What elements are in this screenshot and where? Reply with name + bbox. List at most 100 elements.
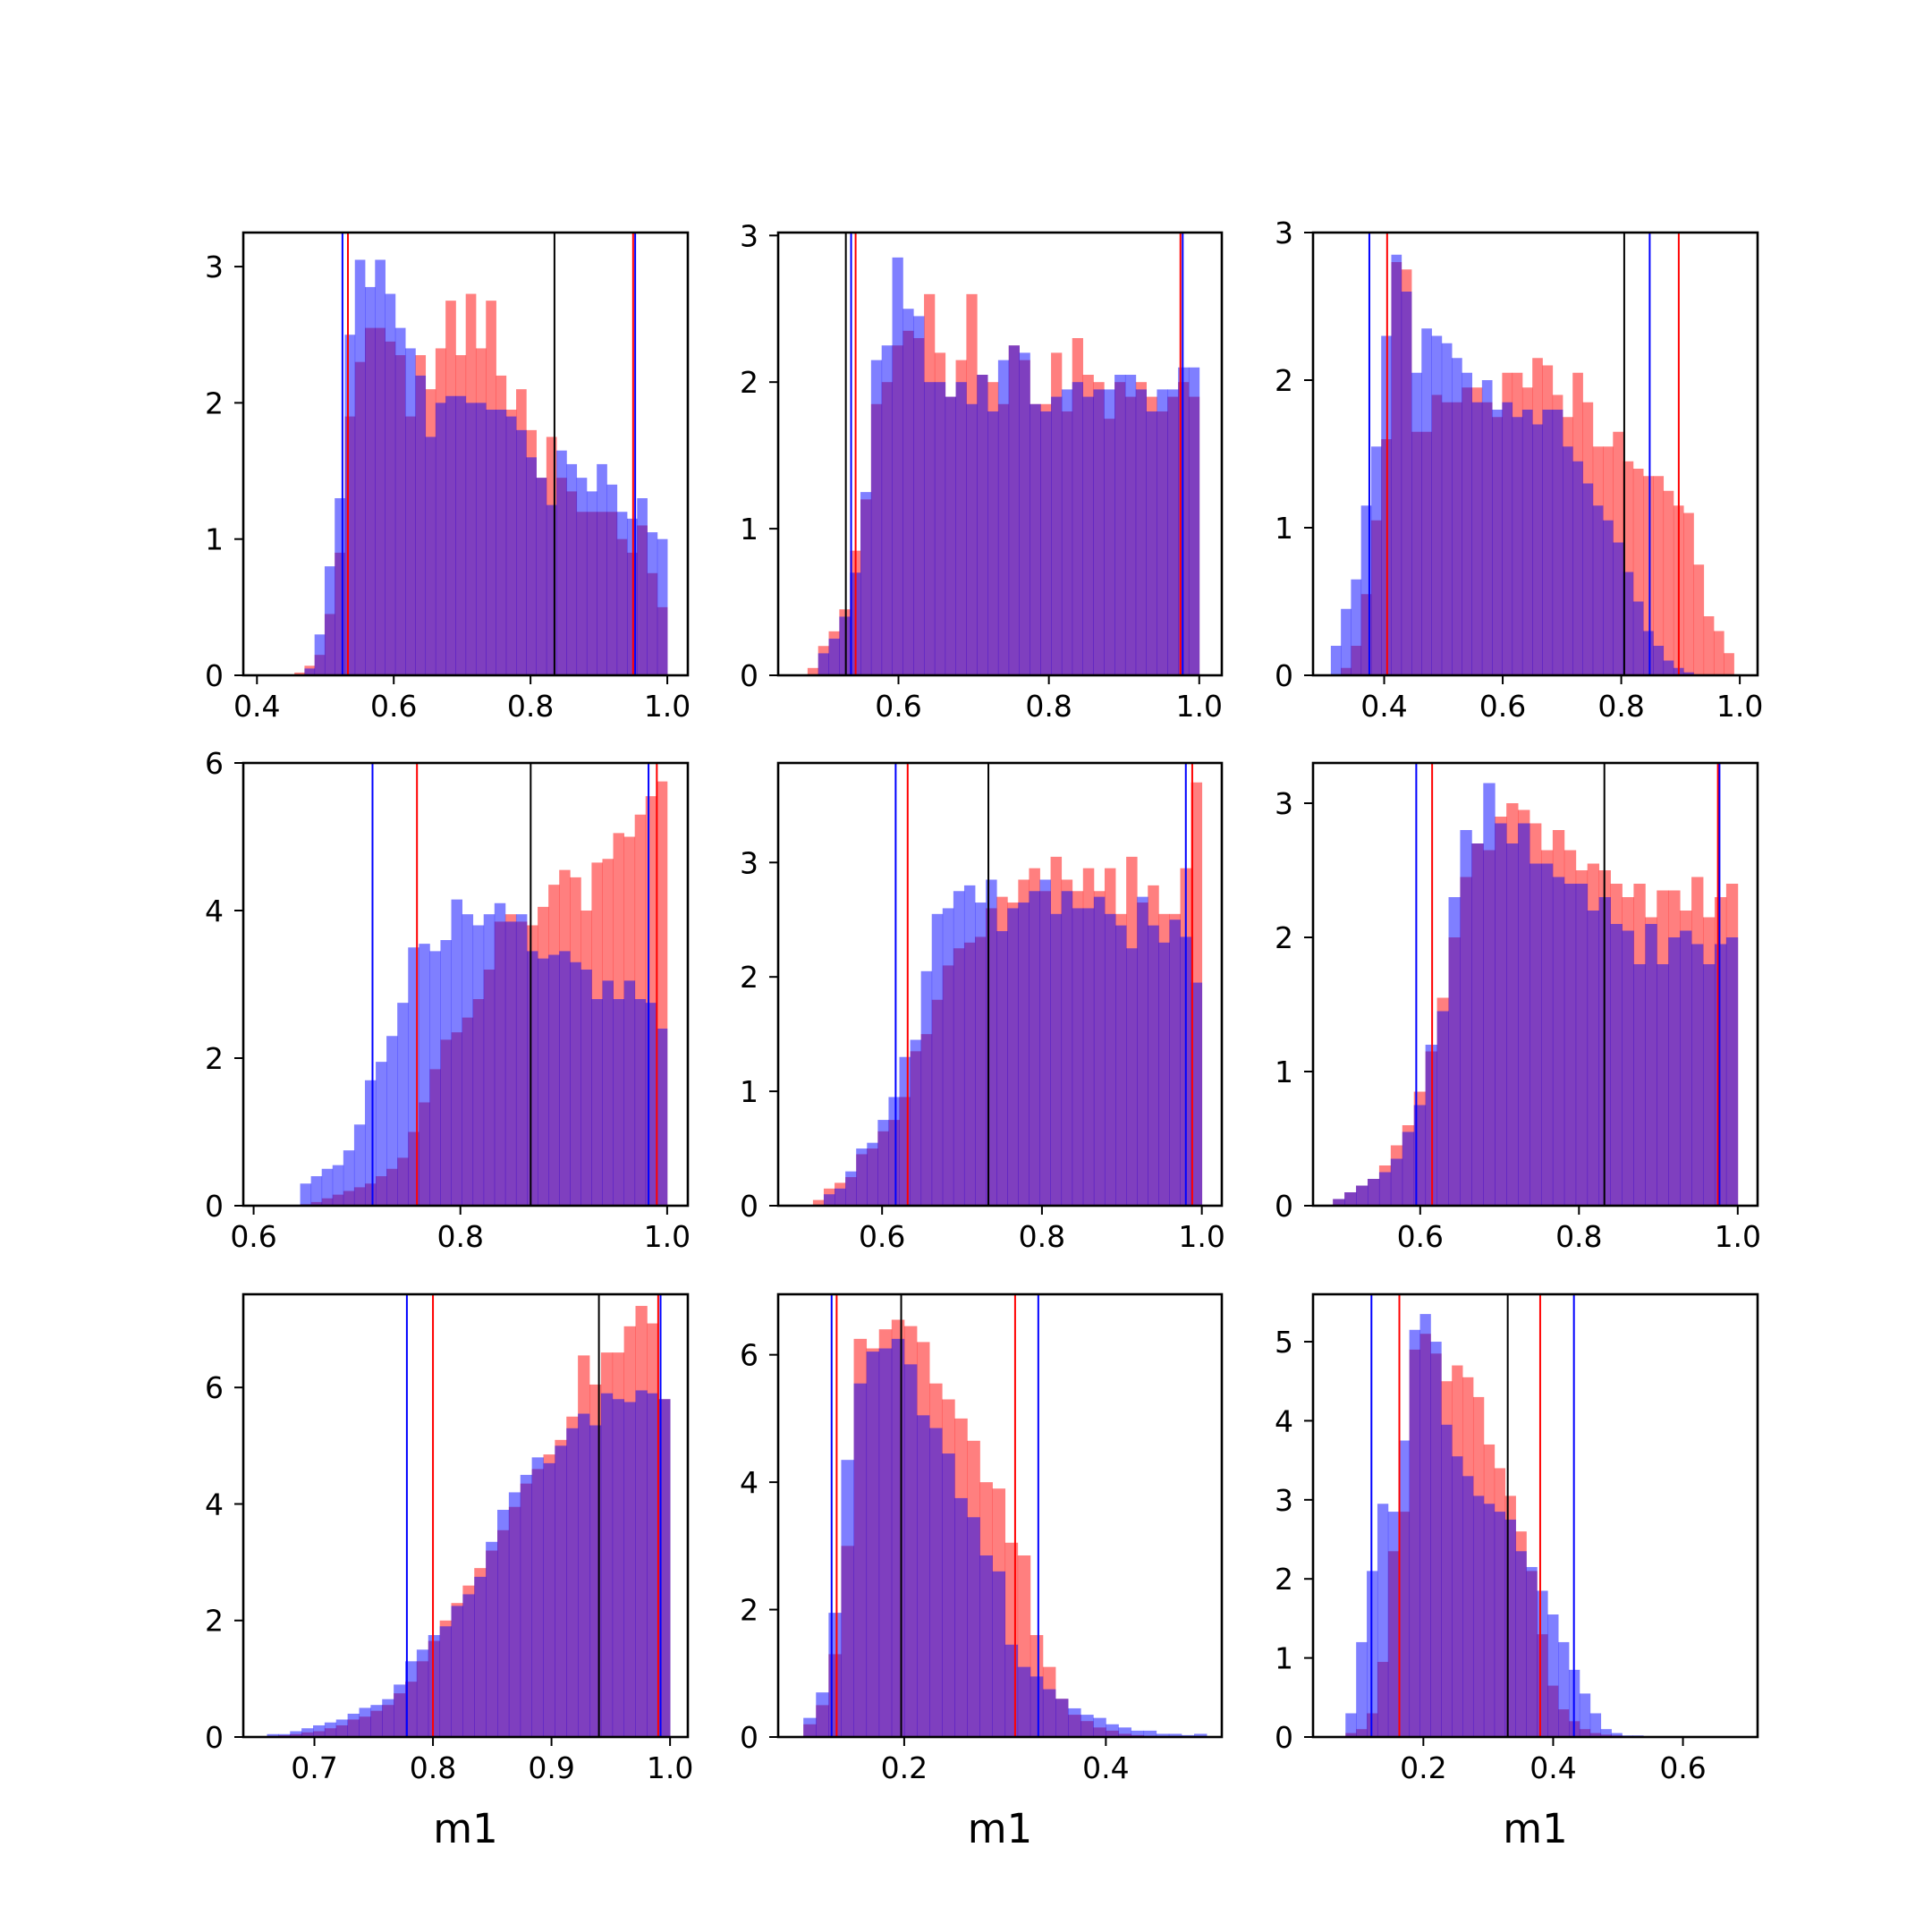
blue-bar (835, 1188, 846, 1206)
y-tick-label: 1 (205, 522, 224, 557)
y-tick-label: 2 (1275, 1562, 1293, 1597)
blue-bar (1080, 1715, 1094, 1737)
red-bar (1653, 476, 1665, 675)
blue-bar (1356, 1641, 1368, 1737)
blue-bar (613, 999, 625, 1206)
blue-bar (405, 1661, 418, 1737)
blue-bar (1055, 1699, 1069, 1737)
red-bar (1703, 616, 1715, 675)
y-tick-label: 4 (205, 894, 224, 928)
blue-bar (1471, 402, 1483, 675)
blue-bar (451, 1606, 463, 1737)
blue-bar (335, 1719, 349, 1737)
x-tick-label: 0.8 (436, 1219, 483, 1254)
blue-bar (1131, 1730, 1145, 1737)
blue-bar (397, 1003, 409, 1206)
blue-bar (376, 1062, 387, 1206)
blue-bar (1398, 1440, 1411, 1737)
blue-bar (566, 463, 578, 675)
x-tick-label: 0.8 (1025, 689, 1072, 724)
blue-bar (313, 1724, 326, 1737)
blue-bar (1377, 1504, 1389, 1737)
blue-bar (963, 885, 976, 1206)
blue-bar (385, 293, 396, 675)
y-tick-label: 5 (1275, 1325, 1293, 1360)
blue-bar (899, 1056, 911, 1206)
blue-bar (1563, 884, 1577, 1206)
blue-bar (1611, 1733, 1623, 1737)
blue-bar (486, 410, 496, 675)
red-bar (1724, 653, 1734, 675)
blue-bar (1603, 520, 1614, 675)
blue-bar (1191, 982, 1203, 1206)
plot-area (803, 1294, 1208, 1737)
y-tick-label: 3 (740, 845, 758, 880)
plot-area (1330, 233, 1734, 675)
x-tick-label: 0.6 (230, 1219, 276, 1254)
blue-bar (1188, 367, 1200, 675)
blue-bar (1431, 335, 1443, 675)
blue-bar (566, 1428, 579, 1737)
blue-bar (1537, 1590, 1548, 1737)
blue-histogram (1345, 1314, 1665, 1737)
x-tick-label: 0.6 (370, 689, 417, 724)
y-tick-label: 2 (1275, 363, 1293, 398)
blue-bar (394, 1684, 406, 1737)
y-tick-label: 2 (205, 1604, 224, 1639)
blue-bar (344, 335, 356, 675)
blue-bar (555, 1445, 567, 1737)
blue-bar (1452, 358, 1462, 675)
blue-bar (1050, 913, 1063, 1206)
blue-bar (580, 970, 592, 1206)
x-tick-label: 0.6 (1397, 1219, 1444, 1254)
y-tick-label: 3 (740, 218, 758, 253)
axes-frame (776, 231, 1224, 677)
blue-bar (816, 1692, 829, 1737)
x-tick-label: 0.4 (1082, 1750, 1129, 1785)
blue-bar (1157, 389, 1168, 675)
blue-bar (455, 395, 467, 675)
blue-bar (1391, 254, 1402, 675)
blue-bar (1600, 1729, 1612, 1737)
blue-bar (954, 1497, 968, 1737)
panel-2: 0.6 0.8 1.0 0 1 2 3 (740, 218, 1224, 724)
blue-bar (570, 962, 581, 1206)
blue-bar (1558, 1641, 1570, 1737)
blue-bar (616, 512, 628, 675)
blue-bar (877, 1120, 889, 1206)
blue-bar (606, 484, 618, 675)
blue-bar (347, 1713, 360, 1737)
blue-bar (1106, 1724, 1119, 1737)
blue-bar (504, 921, 517, 1206)
blue-bar (1613, 542, 1623, 675)
blue-bar (1460, 830, 1472, 1206)
blue-bar (429, 951, 441, 1206)
y-tick-label: 6 (740, 1338, 758, 1373)
y-tick-label: 0 (740, 1720, 758, 1755)
blue-bar (290, 1731, 302, 1737)
blue-bar (1448, 897, 1461, 1206)
blue-bar (881, 345, 893, 675)
blue-bar (1019, 352, 1030, 675)
blue-bar (1552, 877, 1565, 1206)
y-tick-label: 3 (1275, 216, 1293, 250)
blue-bar (1072, 382, 1083, 675)
x-axis-label: m1 (433, 1805, 497, 1852)
blue-bar (1589, 1713, 1602, 1737)
blue-bar (1061, 891, 1073, 1206)
blue-bar (1512, 417, 1523, 675)
blue-bar (1356, 1185, 1368, 1206)
blue-bar (656, 1029, 668, 1206)
blue-bar (1504, 1519, 1516, 1737)
blue-bar (647, 532, 658, 675)
blue-bar (1592, 505, 1604, 675)
blue-bar (1483, 1504, 1496, 1737)
blue-bar (934, 382, 946, 675)
blue-bar (1495, 823, 1507, 1206)
x-tick-label: 1.0 (1176, 689, 1223, 724)
x-tick-label: 1.0 (644, 689, 691, 724)
x-tick-label: 1.0 (1716, 689, 1763, 724)
x-tick-label: 1.0 (644, 1219, 691, 1254)
blue-bar (1167, 389, 1179, 675)
blue-bar (1169, 919, 1181, 1206)
